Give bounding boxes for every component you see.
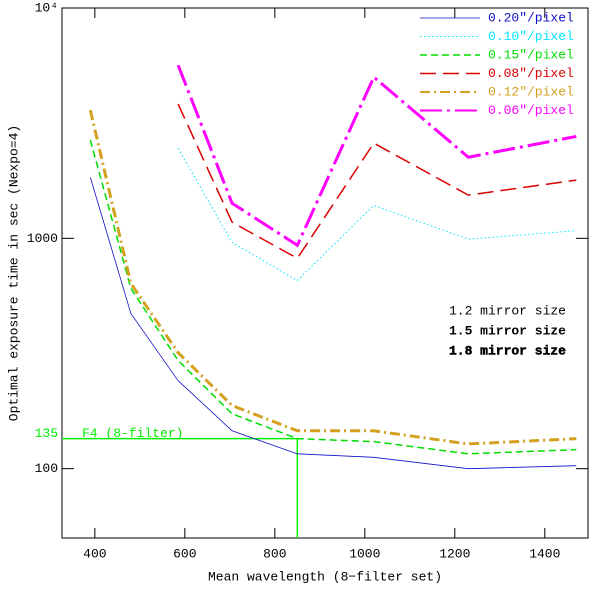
reference-value: 135 xyxy=(35,426,58,441)
y-tick-label: 100 xyxy=(35,461,58,476)
legend-label: 0.10″/pixel xyxy=(488,29,574,44)
series-line xyxy=(176,64,577,248)
reference-label: F4 (8-filter) xyxy=(82,426,183,441)
x-tick-label: 1200 xyxy=(439,546,470,561)
y-tick-label: 10⁴ xyxy=(35,0,58,15)
legend-label: 0.20″/pixel xyxy=(488,10,574,25)
legend-label: 0.12″/pixel xyxy=(488,84,574,99)
y-tick-label: 1000 xyxy=(27,231,58,246)
x-tick-label: 1400 xyxy=(529,546,560,561)
note: 1.2 mirror size xyxy=(449,303,566,318)
legend-label: 0.08″/pixel xyxy=(488,66,574,81)
note: 1.8 mirror size xyxy=(449,343,566,358)
series-line xyxy=(177,103,577,260)
plot-frame xyxy=(61,7,589,539)
x-tick-label: 600 xyxy=(173,546,196,561)
series-line xyxy=(89,139,577,455)
legend-label: 0.06″/pixel xyxy=(488,103,574,118)
series-line xyxy=(88,109,577,446)
note: 1.5 mirror size xyxy=(449,323,566,338)
legend-label: 0.15″/pixel xyxy=(488,47,574,62)
y-axis-label: Optimal exposure time in sec (Nexpo=4) xyxy=(6,125,21,421)
x-axis-label: Mean wavelength (8−filter set) xyxy=(208,569,442,584)
series-line xyxy=(177,148,577,282)
series-line xyxy=(89,177,577,470)
x-tick-label: 800 xyxy=(263,546,286,561)
x-tick-label: 400 xyxy=(83,546,106,561)
x-tick-label: 1000 xyxy=(349,546,380,561)
